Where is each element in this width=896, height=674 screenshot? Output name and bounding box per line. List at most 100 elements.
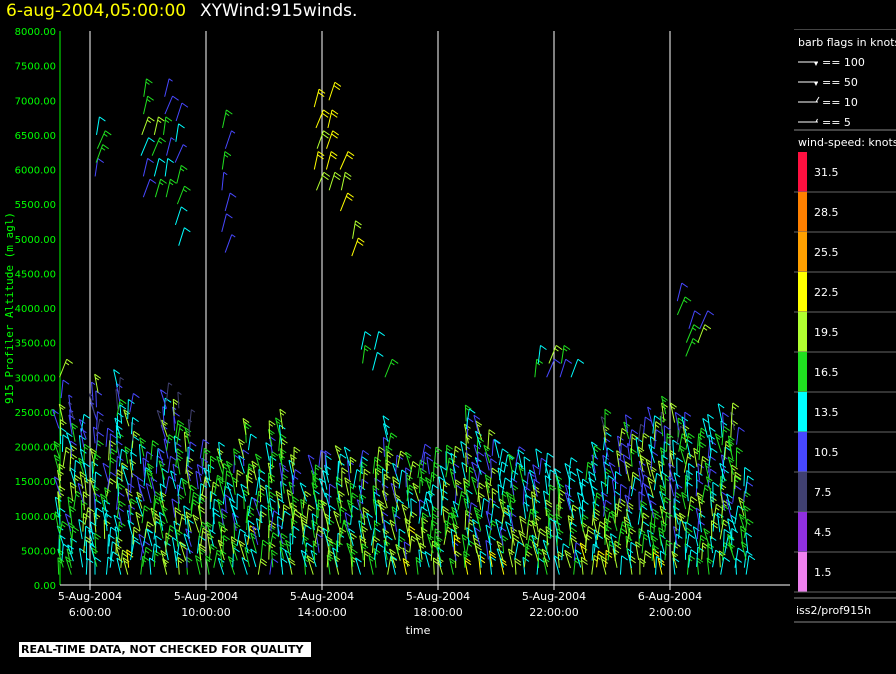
wind-barb xyxy=(102,462,110,482)
wind-barb xyxy=(221,508,228,525)
y-tick-label: 5500.00 xyxy=(15,200,56,211)
wind-barb xyxy=(410,498,418,516)
x-tick-labels: 5-Aug-2004 6:00:00 5-Aug-2004 10:00:00 5-Aug… xyxy=(58,585,702,619)
y-tick-label: 5000.00 xyxy=(15,235,56,246)
wind-barb xyxy=(463,556,472,575)
wind-barb xyxy=(626,523,634,541)
wind-barb xyxy=(574,549,582,568)
wind-barb xyxy=(498,461,509,480)
wind-barb xyxy=(720,420,728,438)
wind-barb xyxy=(224,130,236,149)
wind-barb xyxy=(403,541,411,560)
wind-barb xyxy=(398,469,409,489)
wind-barb xyxy=(175,123,185,142)
wind-barb xyxy=(505,521,512,539)
wind-barb xyxy=(127,399,135,420)
wind-barb xyxy=(360,478,369,496)
wind-barb xyxy=(363,550,371,567)
wind-barb xyxy=(146,528,154,547)
wind-barb xyxy=(424,550,432,568)
speed-bin: 31.5 xyxy=(794,152,896,193)
barb-legend-title: barb flags in knots xyxy=(798,36,896,49)
wind-barb xyxy=(151,137,167,156)
wind-barb xyxy=(637,505,648,525)
wind-barb xyxy=(591,460,598,481)
wind-barb xyxy=(405,451,413,472)
wind-barb xyxy=(643,550,652,568)
wind-barb xyxy=(548,469,557,487)
wind-barb xyxy=(519,515,527,534)
wind-barb xyxy=(375,464,384,482)
wind-barb xyxy=(442,505,450,523)
wind-barb xyxy=(473,527,481,546)
source-label: iss2/prof915h xyxy=(796,604,871,617)
wind-barb xyxy=(143,95,154,115)
wind-barb xyxy=(58,520,69,540)
wind-barb xyxy=(78,418,87,440)
wind-barb xyxy=(227,556,236,575)
wind-barb xyxy=(490,503,500,524)
wind-barb xyxy=(389,548,397,568)
wind-barb xyxy=(464,404,472,422)
speed-bin: 22.5 xyxy=(794,272,896,313)
wind-barb xyxy=(271,549,278,568)
wind-barb xyxy=(366,512,373,531)
wind-barb xyxy=(654,429,663,448)
wind-barb xyxy=(522,486,531,505)
wind-barb xyxy=(201,457,209,475)
wind-barb xyxy=(591,554,601,575)
wind-barb xyxy=(483,444,491,464)
wind-barb xyxy=(251,460,259,481)
wind-barb xyxy=(188,409,196,430)
wind-barb xyxy=(318,478,327,498)
wind-barb xyxy=(288,557,296,575)
barb-legend-item: == 50 xyxy=(798,76,858,89)
y-tick-label: 3000.00 xyxy=(15,373,56,384)
wind-barb xyxy=(712,549,722,568)
wind-barb xyxy=(685,533,696,554)
wind-barb xyxy=(395,543,403,561)
wind-barb xyxy=(361,456,368,474)
y-axis-label: 915 Profiler Altitude (m agl) xyxy=(3,212,16,404)
wind-barb xyxy=(700,455,709,474)
wind-barb xyxy=(664,511,673,532)
wind-barb xyxy=(687,496,698,517)
wind-barb xyxy=(140,137,155,156)
wind-barb xyxy=(160,550,168,568)
wind-barb xyxy=(672,439,680,460)
wind-barb xyxy=(187,446,195,467)
wind-barb xyxy=(373,520,381,539)
y-tick-label: 500.00 xyxy=(21,546,56,557)
wind-barb xyxy=(743,481,754,502)
wind-barb xyxy=(570,358,585,378)
speed-bin: 10.5 xyxy=(794,432,896,473)
wind-barb xyxy=(132,526,141,545)
wind-barb xyxy=(320,499,328,518)
wind-barb xyxy=(683,452,695,473)
speed-bin-label: 19.5 xyxy=(814,326,839,339)
wind-barb xyxy=(153,550,162,567)
wind-barb xyxy=(238,438,245,459)
speed-bin: 4.5 xyxy=(794,512,896,553)
wind-barb xyxy=(653,421,663,441)
wind-barb xyxy=(391,506,399,525)
speed-bin: 1.5 xyxy=(794,552,896,593)
wind-barb xyxy=(58,507,66,525)
wind-barb xyxy=(328,81,342,101)
wind-barb xyxy=(327,109,339,129)
y-tick-label: 0.00 xyxy=(34,581,56,592)
wind-barb xyxy=(720,556,731,575)
wind-barb xyxy=(622,454,630,475)
x-tick-label: 5-Aug-2004 xyxy=(58,590,122,603)
wind-barb xyxy=(150,477,158,497)
wind-barb xyxy=(344,477,352,496)
wind-barb xyxy=(523,456,531,476)
wind-barb xyxy=(678,512,686,531)
x-tick-label: 5-Aug-2004 xyxy=(406,590,470,603)
wind-barb xyxy=(712,503,723,525)
wind-barb xyxy=(696,492,704,511)
grid-lines xyxy=(89,31,671,585)
wind-barb xyxy=(439,465,447,486)
wind-barb xyxy=(164,78,173,97)
wind-barb xyxy=(316,130,330,149)
